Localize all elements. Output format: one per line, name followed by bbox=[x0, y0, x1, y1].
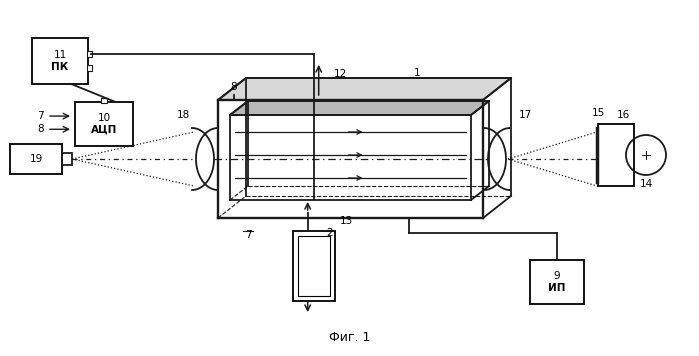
Text: Фиг. 1: Фиг. 1 bbox=[329, 331, 370, 344]
Text: 16: 16 bbox=[617, 110, 630, 120]
Text: 19: 19 bbox=[29, 154, 43, 164]
Bar bbox=[530, 260, 584, 304]
Bar bbox=[298, 236, 330, 296]
Bar bbox=[62, 153, 72, 165]
Bar bbox=[87, 51, 92, 57]
Bar bbox=[10, 144, 62, 174]
Text: АЦП: АЦП bbox=[91, 125, 117, 135]
Text: 2: 2 bbox=[326, 228, 333, 238]
Text: 15: 15 bbox=[591, 108, 605, 118]
Text: 8: 8 bbox=[231, 82, 238, 92]
Text: 9: 9 bbox=[554, 271, 561, 281]
Text: 1: 1 bbox=[413, 68, 420, 78]
Polygon shape bbox=[230, 101, 489, 115]
Bar bbox=[598, 124, 634, 186]
Text: 14: 14 bbox=[640, 179, 653, 189]
Text: 18: 18 bbox=[176, 110, 189, 120]
Text: ПК: ПК bbox=[51, 62, 69, 72]
Bar bbox=[293, 231, 335, 301]
Text: 7: 7 bbox=[37, 111, 44, 121]
Polygon shape bbox=[218, 78, 511, 100]
Text: 11: 11 bbox=[53, 50, 66, 60]
Text: 12: 12 bbox=[333, 69, 347, 79]
Text: 7: 7 bbox=[245, 230, 252, 240]
Bar bbox=[32, 38, 88, 84]
Text: ИП: ИП bbox=[548, 283, 565, 293]
Bar bbox=[101, 98, 107, 103]
Text: 13: 13 bbox=[340, 216, 353, 226]
Bar bbox=[87, 65, 92, 71]
Text: 10: 10 bbox=[97, 113, 110, 123]
Text: 17: 17 bbox=[519, 110, 532, 120]
Text: 8: 8 bbox=[37, 124, 44, 134]
Bar bbox=[75, 102, 133, 146]
